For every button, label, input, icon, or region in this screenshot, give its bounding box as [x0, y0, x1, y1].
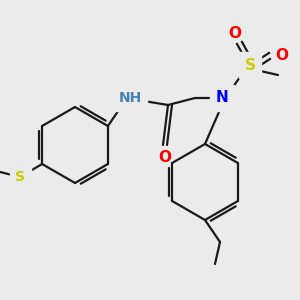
Text: O: O — [158, 149, 172, 164]
Text: S: S — [15, 170, 25, 184]
Text: O: O — [275, 47, 289, 62]
Text: O: O — [229, 26, 242, 40]
Text: NH: NH — [118, 91, 142, 105]
Text: S: S — [244, 58, 256, 73]
Text: N: N — [216, 91, 228, 106]
